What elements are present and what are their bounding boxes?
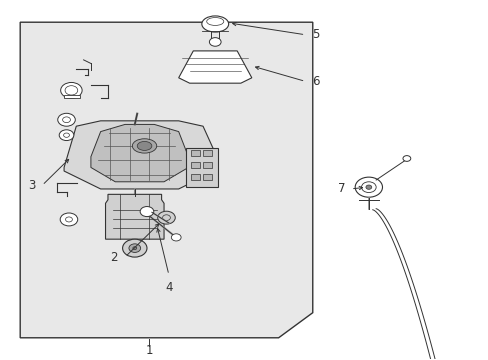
Polygon shape	[64, 121, 215, 189]
Circle shape	[58, 113, 75, 126]
Circle shape	[365, 185, 371, 189]
Polygon shape	[185, 148, 217, 187]
Bar	[64, 95, 80, 98]
Text: 3: 3	[28, 179, 36, 192]
Circle shape	[122, 239, 147, 257]
Circle shape	[61, 82, 82, 98]
Polygon shape	[20, 22, 312, 338]
Polygon shape	[91, 125, 188, 182]
Circle shape	[158, 211, 175, 224]
Circle shape	[209, 38, 221, 46]
Circle shape	[140, 207, 154, 217]
Circle shape	[133, 247, 137, 249]
Bar	[190, 162, 199, 168]
Bar	[203, 162, 211, 168]
Text: 6: 6	[311, 75, 319, 88]
Circle shape	[129, 244, 141, 252]
Polygon shape	[105, 194, 163, 239]
Circle shape	[402, 156, 410, 161]
Text: 7: 7	[338, 183, 345, 195]
Circle shape	[59, 130, 74, 140]
Ellipse shape	[137, 141, 152, 150]
Circle shape	[171, 234, 181, 241]
Circle shape	[60, 213, 78, 226]
Text: 2: 2	[110, 251, 118, 264]
Ellipse shape	[132, 139, 157, 153]
Text: 4: 4	[165, 281, 172, 294]
Bar	[190, 150, 199, 156]
Text: 5: 5	[311, 28, 319, 41]
Bar	[190, 174, 199, 180]
Bar	[203, 174, 211, 180]
Polygon shape	[178, 51, 251, 83]
Ellipse shape	[202, 16, 228, 32]
Text: 1: 1	[145, 344, 153, 357]
Bar	[203, 150, 211, 156]
Circle shape	[354, 177, 382, 197]
